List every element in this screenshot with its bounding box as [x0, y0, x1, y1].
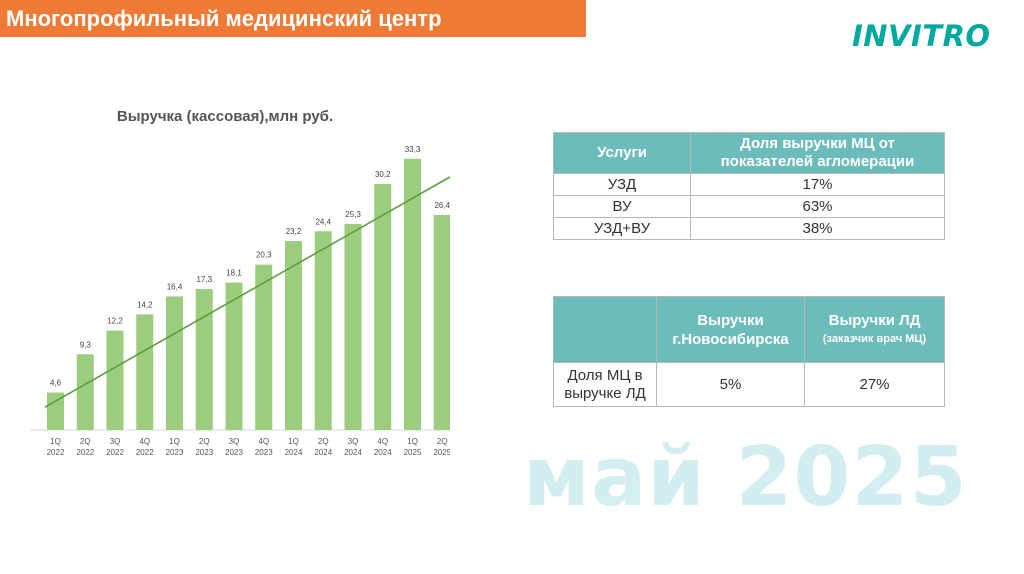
data-label: 26,4 [434, 201, 450, 210]
bar [106, 330, 124, 430]
x-tick-label: 1Q [407, 437, 418, 446]
x-tick-label-year: 2025 [433, 448, 450, 457]
x-tick-label-year: 2022 [106, 448, 124, 457]
data-label: 30,2 [375, 170, 391, 179]
data-label: 12,2 [107, 317, 123, 326]
col-header-ld: Выручки ЛД (заказчик врач МЦ) [804, 296, 945, 363]
x-tick-label: 4Q [258, 437, 269, 446]
novosibirsk-share: 5% [656, 362, 805, 407]
bar [404, 158, 421, 430]
col-header-novosibirsk: Выручки г.Новосибирска [656, 296, 805, 363]
lab-revenue-share-table: Выручки г.Новосибирска Выручки ЛД (заказ… [553, 296, 945, 407]
data-label: 24,4 [315, 217, 331, 226]
x-tick-label: 1Q [169, 437, 180, 446]
service-share: 17% [690, 173, 945, 196]
invitro-logo: INVITRO [852, 19, 991, 53]
bar [374, 184, 392, 430]
chart-title: Выручка (кассовая),млн руб. [116, 108, 334, 125]
x-tick-label-year: 2025 [404, 448, 422, 457]
bar [285, 241, 302, 430]
table-row: Доля МЦ в выручке ЛД 5% 27% [553, 362, 945, 407]
col-header-services: Услуги [553, 132, 691, 174]
bar [76, 354, 94, 430]
data-label: 16,4 [167, 282, 183, 291]
data-label: 4,6 [50, 379, 62, 388]
bar [136, 314, 154, 430]
data-label: 18,1 [226, 269, 242, 278]
data-label: 23,2 [286, 227, 302, 236]
x-tick-label-year: 2024 [374, 448, 392, 457]
x-tick-label-year: 2023 [255, 448, 273, 457]
bar [255, 264, 273, 430]
x-tick-label-year: 2022 [136, 448, 154, 457]
x-tick-label: 3Q [348, 437, 359, 446]
col-header-ld-note: (заказчик врач МЦ) [822, 332, 927, 345]
table-row: УЗД 17% [553, 173, 945, 196]
x-tick-label-year: 2023 [225, 448, 243, 457]
data-label: 17,3 [196, 275, 212, 284]
data-label: 14,2 [137, 300, 153, 309]
service-name: УЗД+ВУ [553, 217, 691, 240]
bar [166, 296, 183, 430]
table-header-row: Услуги Доля выручки МЦ от показателей аг… [553, 132, 945, 174]
x-tick-label: 1Q [50, 437, 61, 446]
bar [225, 282, 243, 430]
x-tick-label: 3Q [229, 437, 240, 446]
x-tick-label: 1Q [288, 437, 299, 446]
x-tick-label-year: 2024 [285, 448, 303, 457]
data-label: 25,3 [345, 210, 361, 219]
revenue-bar-chart: 4,6 1Q 2022 9,3 2Q 2022 12,2 3Q 2022 14,2 4Q 2022 16… [30, 145, 450, 457]
service-name: ВУ [553, 195, 691, 218]
x-tick-label: 2Q [318, 437, 329, 446]
x-tick-label-year: 2024 [344, 448, 362, 457]
x-tick-label: 3Q [110, 437, 121, 446]
data-label: 20,3 [256, 251, 272, 260]
x-tick-label: 2Q [80, 437, 91, 446]
services-share-table: Услуги Доля выручки МЦ от показателей аг… [553, 132, 945, 240]
col-header-ld-title: Выручки ЛД [828, 311, 921, 329]
bar [47, 392, 64, 430]
x-tick-label-year: 2022 [47, 448, 65, 457]
data-label: 33,3 [405, 145, 421, 154]
empty-header-cell [553, 296, 657, 363]
page-title: Многопрофильный медицинский центр [0, 0, 586, 37]
date-watermark: май 2025 [523, 430, 968, 525]
bar [344, 223, 362, 430]
table-header-row: Выручки г.Новосибирска Выручки ЛД (заказ… [553, 296, 945, 363]
service-name: УЗД [553, 173, 691, 196]
service-share: 38% [690, 217, 945, 240]
table-row: ВУ 63% [553, 195, 945, 218]
trend-line [44, 176, 450, 408]
bar [433, 214, 450, 430]
x-tick-label: 4Q [139, 437, 150, 446]
table-row: УЗД+ВУ 38% [553, 217, 945, 240]
x-tick-label-year: 2022 [76, 448, 94, 457]
x-tick-label: 2Q [199, 437, 210, 446]
bar [314, 231, 332, 430]
col-header-share: Доля выручки МЦ от показателей агломерац… [690, 132, 945, 174]
x-tick-label-year: 2023 [166, 448, 184, 457]
x-tick-label: 2Q [437, 437, 448, 446]
service-share: 63% [690, 195, 945, 218]
ld-share: 27% [804, 362, 945, 407]
row-label: Доля МЦ в выручке ЛД [553, 362, 657, 407]
bar [195, 289, 213, 430]
data-label: 9,3 [80, 340, 92, 349]
x-tick-label-year: 2024 [314, 448, 332, 457]
x-tick-label: 4Q [377, 437, 388, 446]
x-tick-label-year: 2023 [195, 448, 213, 457]
